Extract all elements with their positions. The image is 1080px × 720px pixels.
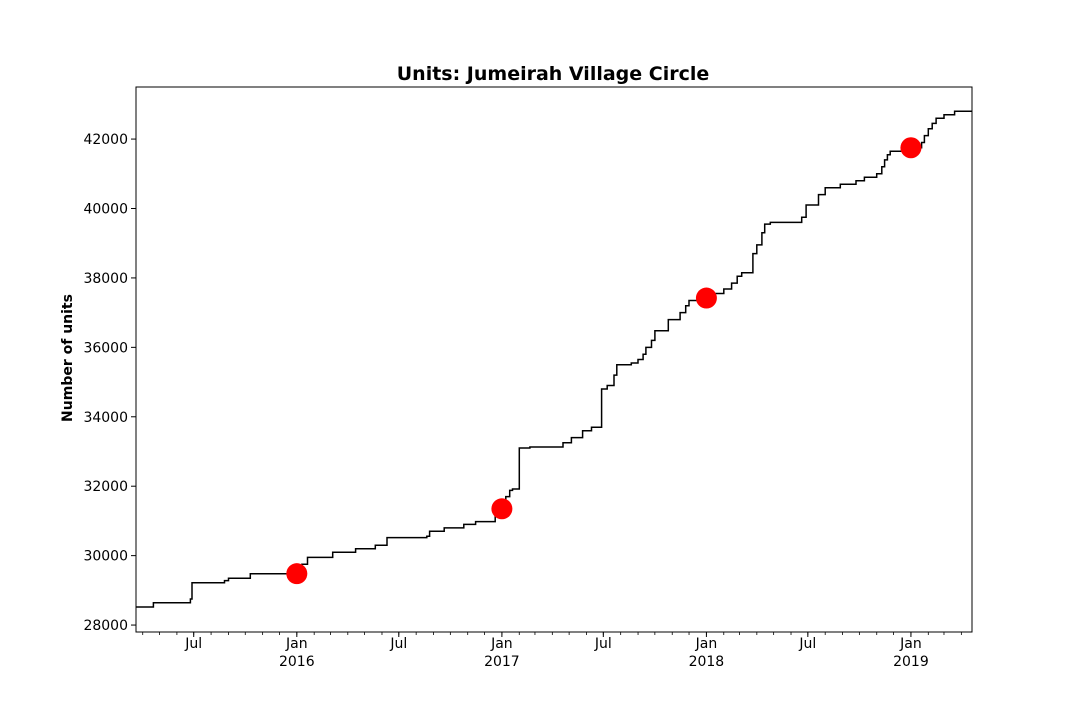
plot-area (136, 110, 972, 608)
axis-ticks: 28000 30000 32000 34000 36000 38000 40000 42000… (83, 132, 962, 670)
x-tick-label-3: Jan (490, 636, 513, 652)
x-tick-year-label-7: 2019 (893, 654, 929, 670)
y-tick-label-6: 40000 (83, 201, 128, 217)
y-tick-label-2: 32000 (83, 479, 128, 495)
x-tick-year-label-1: 2016 (279, 654, 315, 670)
y-tick-label-3: 34000 (83, 410, 128, 426)
x-tick-label-4: Jul (594, 636, 612, 652)
data-marker-3 (900, 137, 922, 159)
y-tick-label-0: 28000 (83, 618, 128, 634)
chart-title: Units: Jumeirah Village Circle (397, 63, 710, 85)
y-axis-label: Number of units (60, 294, 76, 422)
x-tick-year-label-3: 2017 (484, 654, 520, 670)
data-marker-0 (286, 563, 308, 585)
y-tick-label-5: 38000 (83, 271, 128, 287)
y-tick-label-4: 36000 (83, 340, 128, 356)
x-tick-label-1: Jan (285, 636, 308, 652)
series-line-0 (136, 110, 972, 608)
data-marker-1 (491, 498, 513, 520)
x-tick-label-7: Jan (899, 636, 922, 652)
x-tick-label-6: Jul (798, 636, 816, 652)
y-tick-label-7: 42000 (83, 132, 128, 148)
x-tick-year-label-5: 2018 (689, 654, 725, 670)
axes-frame (135, 86, 973, 633)
y-tick-label-1: 30000 (83, 549, 128, 565)
x-tick-label-2: Jul (389, 636, 407, 652)
x-tick-label-0: Jul (184, 636, 202, 652)
data-marker-2 (695, 287, 717, 309)
x-tick-label-5: Jan (695, 636, 718, 652)
